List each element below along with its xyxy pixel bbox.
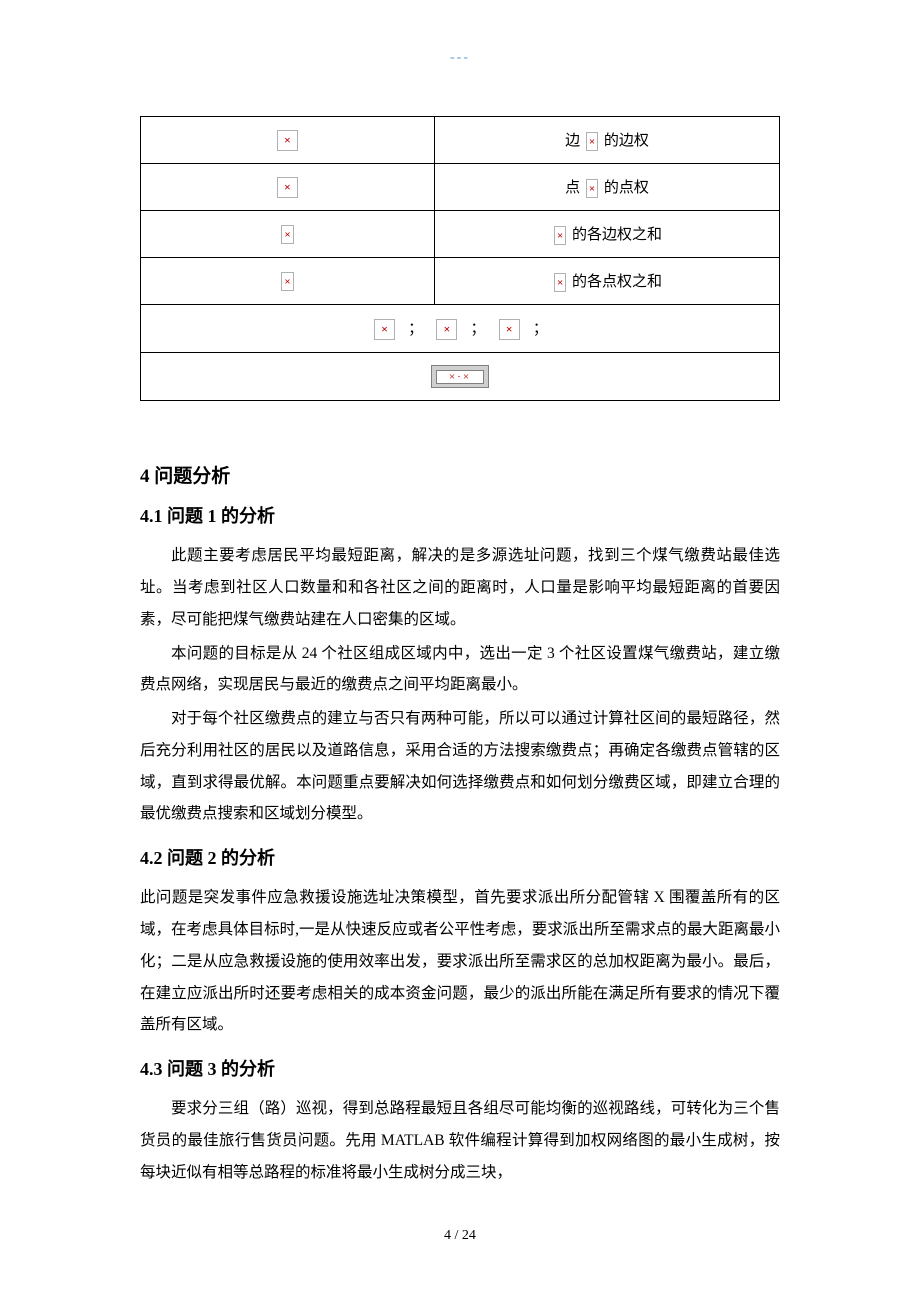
text: 的点权 (600, 180, 649, 196)
cell-symbol: × (141, 117, 435, 164)
broken-image-icon: × (281, 272, 293, 291)
table-row: × 点 × 的点权 (141, 164, 780, 211)
embedded-object-icon: ×·× (431, 365, 489, 388)
text: 的各点权之和 (568, 274, 662, 290)
document-page: --- × 边 × 的边权 × 点 × 的点权 × × 的各边权之和 (0, 0, 920, 1304)
heading-4-2: 4.2 问题 2 的分析 (140, 844, 780, 870)
broken-image-icon: × (499, 319, 520, 340)
table-row: × × 的各边权之和 (141, 211, 780, 258)
text: 的边权 (600, 133, 649, 149)
table-row: × × 的各点权之和 (141, 258, 780, 305)
symbol-table: × 边 × 的边权 × 点 × 的点权 × × 的各边权之和 × (140, 116, 780, 401)
broken-image-icon: × (586, 179, 598, 198)
broken-image-icon: × (436, 319, 457, 340)
paragraph: 对于每个社区缴费点的建立与否只有两种可能，所以可以通过计算社区间的最短路径，然后… (140, 703, 780, 830)
table-row-merged: × ； × ； × ； (141, 305, 780, 353)
paragraph: 本问题的目标是从 24 个社区组成区域内中，选出一定 3 个社区设置煤气缴费站，… (140, 638, 780, 702)
heading-section-4: 4 问题分析 (140, 461, 780, 488)
paragraph: 此题主要考虑居民平均最短距离，解决的是多源选址问题，找到三个煤气缴费站最佳选址。… (140, 540, 780, 635)
text: 点 (565, 180, 584, 196)
page-number: 4 / 24 (140, 1228, 780, 1244)
broken-image-icon: × (277, 177, 298, 198)
heading-4-3: 4.3 问题 3 的分析 (140, 1055, 780, 1081)
text: 的各边权之和 (568, 227, 662, 243)
cell-desc: × 的各点权之和 (434, 258, 779, 305)
text: ； (408, 321, 423, 337)
paragraph: 此问题是突发事件应急救援设施选址决策模型，首先要求派出所分配管辖 X 围覆盖所有… (140, 882, 780, 1041)
cell-merged: ×·× (141, 353, 780, 401)
header-marker: --- (140, 50, 780, 66)
cell-symbol: × (141, 211, 435, 258)
broken-image-icon: × (281, 225, 293, 244)
cell-merged: × ； × ； × ； (141, 305, 780, 353)
broken-image-icon: × (277, 130, 298, 151)
cell-symbol: × (141, 258, 435, 305)
cell-desc: 点 × 的点权 (434, 164, 779, 211)
text: ； (471, 321, 486, 337)
cell-desc: 边 × 的边权 (434, 117, 779, 164)
broken-image-icon: × (554, 273, 566, 292)
text: ； (533, 321, 548, 337)
broken-image-icon: × (586, 132, 598, 151)
heading-4-1: 4.1 问题 1 的分析 (140, 502, 780, 528)
text: 边 (565, 133, 584, 149)
paragraph: 要求分三组（路）巡视，得到总路程最短且各组尽可能均衡的巡视路线，可转化为三个售货… (140, 1093, 780, 1188)
table-row: × 边 × 的边权 (141, 117, 780, 164)
table-row-merged: ×·× (141, 353, 780, 401)
cell-desc: × 的各边权之和 (434, 211, 779, 258)
broken-image-icon: × (554, 226, 566, 245)
cell-symbol: × (141, 164, 435, 211)
broken-image-icon: × (374, 319, 395, 340)
